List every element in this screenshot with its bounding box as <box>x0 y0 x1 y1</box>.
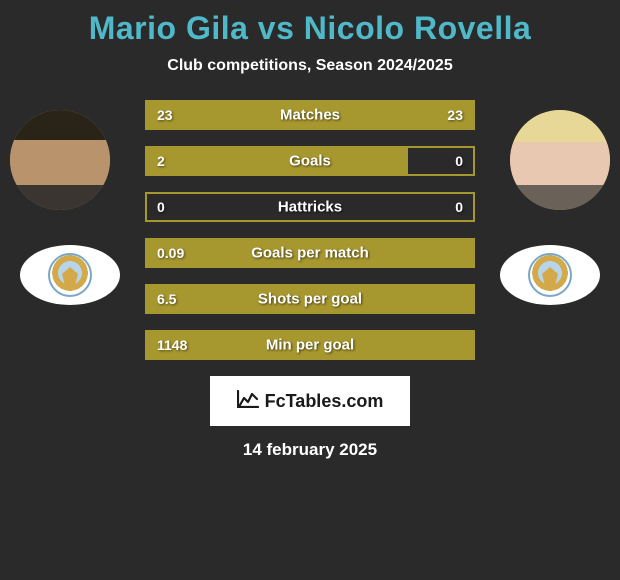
bar-fill-left <box>147 148 408 174</box>
bar-value-left: 23 <box>157 107 173 123</box>
bar-label: Min per goal <box>266 337 354 354</box>
bar-value-left: 0 <box>157 199 165 215</box>
player-left-photo <box>10 110 110 210</box>
bar-label: Shots per goal <box>258 291 362 308</box>
bar-label: Goals per match <box>251 245 369 262</box>
site-logo: FcTables.com <box>210 376 410 426</box>
chart-icon <box>237 390 259 413</box>
bar-value-right: 0 <box>455 153 463 169</box>
bar-value-right: 23 <box>447 107 463 123</box>
stat-bar-row: 2 0 Goals <box>145 146 475 176</box>
player-left-face-icon <box>10 110 110 210</box>
club-crest-icon <box>528 253 572 297</box>
comparison-content: 23 23 Matches 2 0 Goals 0 0 Hattricks 0.09 Goals p… <box>0 100 620 460</box>
bar-value-right: 0 <box>455 199 463 215</box>
player-right-photo <box>510 110 610 210</box>
stat-bars: 23 23 Matches 2 0 Goals 0 0 Hattricks 0.09 Goals p… <box>145 100 475 360</box>
stat-bar-row: 6.5 Shots per goal <box>145 284 475 314</box>
bar-value-left: 1148 <box>157 337 187 353</box>
stat-bar-row: 0 0 Hattricks <box>145 192 475 222</box>
page-title: Mario Gila vs Nicolo Rovella <box>0 0 620 47</box>
player-right-face-icon <box>510 110 610 210</box>
stat-bar-row: 23 23 Matches <box>145 100 475 130</box>
bar-value-left: 0.09 <box>157 245 184 261</box>
stat-bar-row: 0.09 Goals per match <box>145 238 475 268</box>
club-crest-icon <box>48 253 92 297</box>
comparison-date: 14 february 2025 <box>0 440 620 460</box>
stat-bar-row: 1148 Min per goal <box>145 330 475 360</box>
bar-value-left: 2 <box>157 153 165 169</box>
club-badge-left <box>20 245 120 305</box>
site-logo-text: FcTables.com <box>265 391 384 412</box>
club-badge-right <box>500 245 600 305</box>
bar-label: Goals <box>289 153 331 170</box>
bar-value-left: 6.5 <box>157 291 176 307</box>
bar-label: Matches <box>280 107 340 124</box>
page-subtitle: Club competitions, Season 2024/2025 <box>0 57 620 75</box>
bar-label: Hattricks <box>278 199 342 216</box>
